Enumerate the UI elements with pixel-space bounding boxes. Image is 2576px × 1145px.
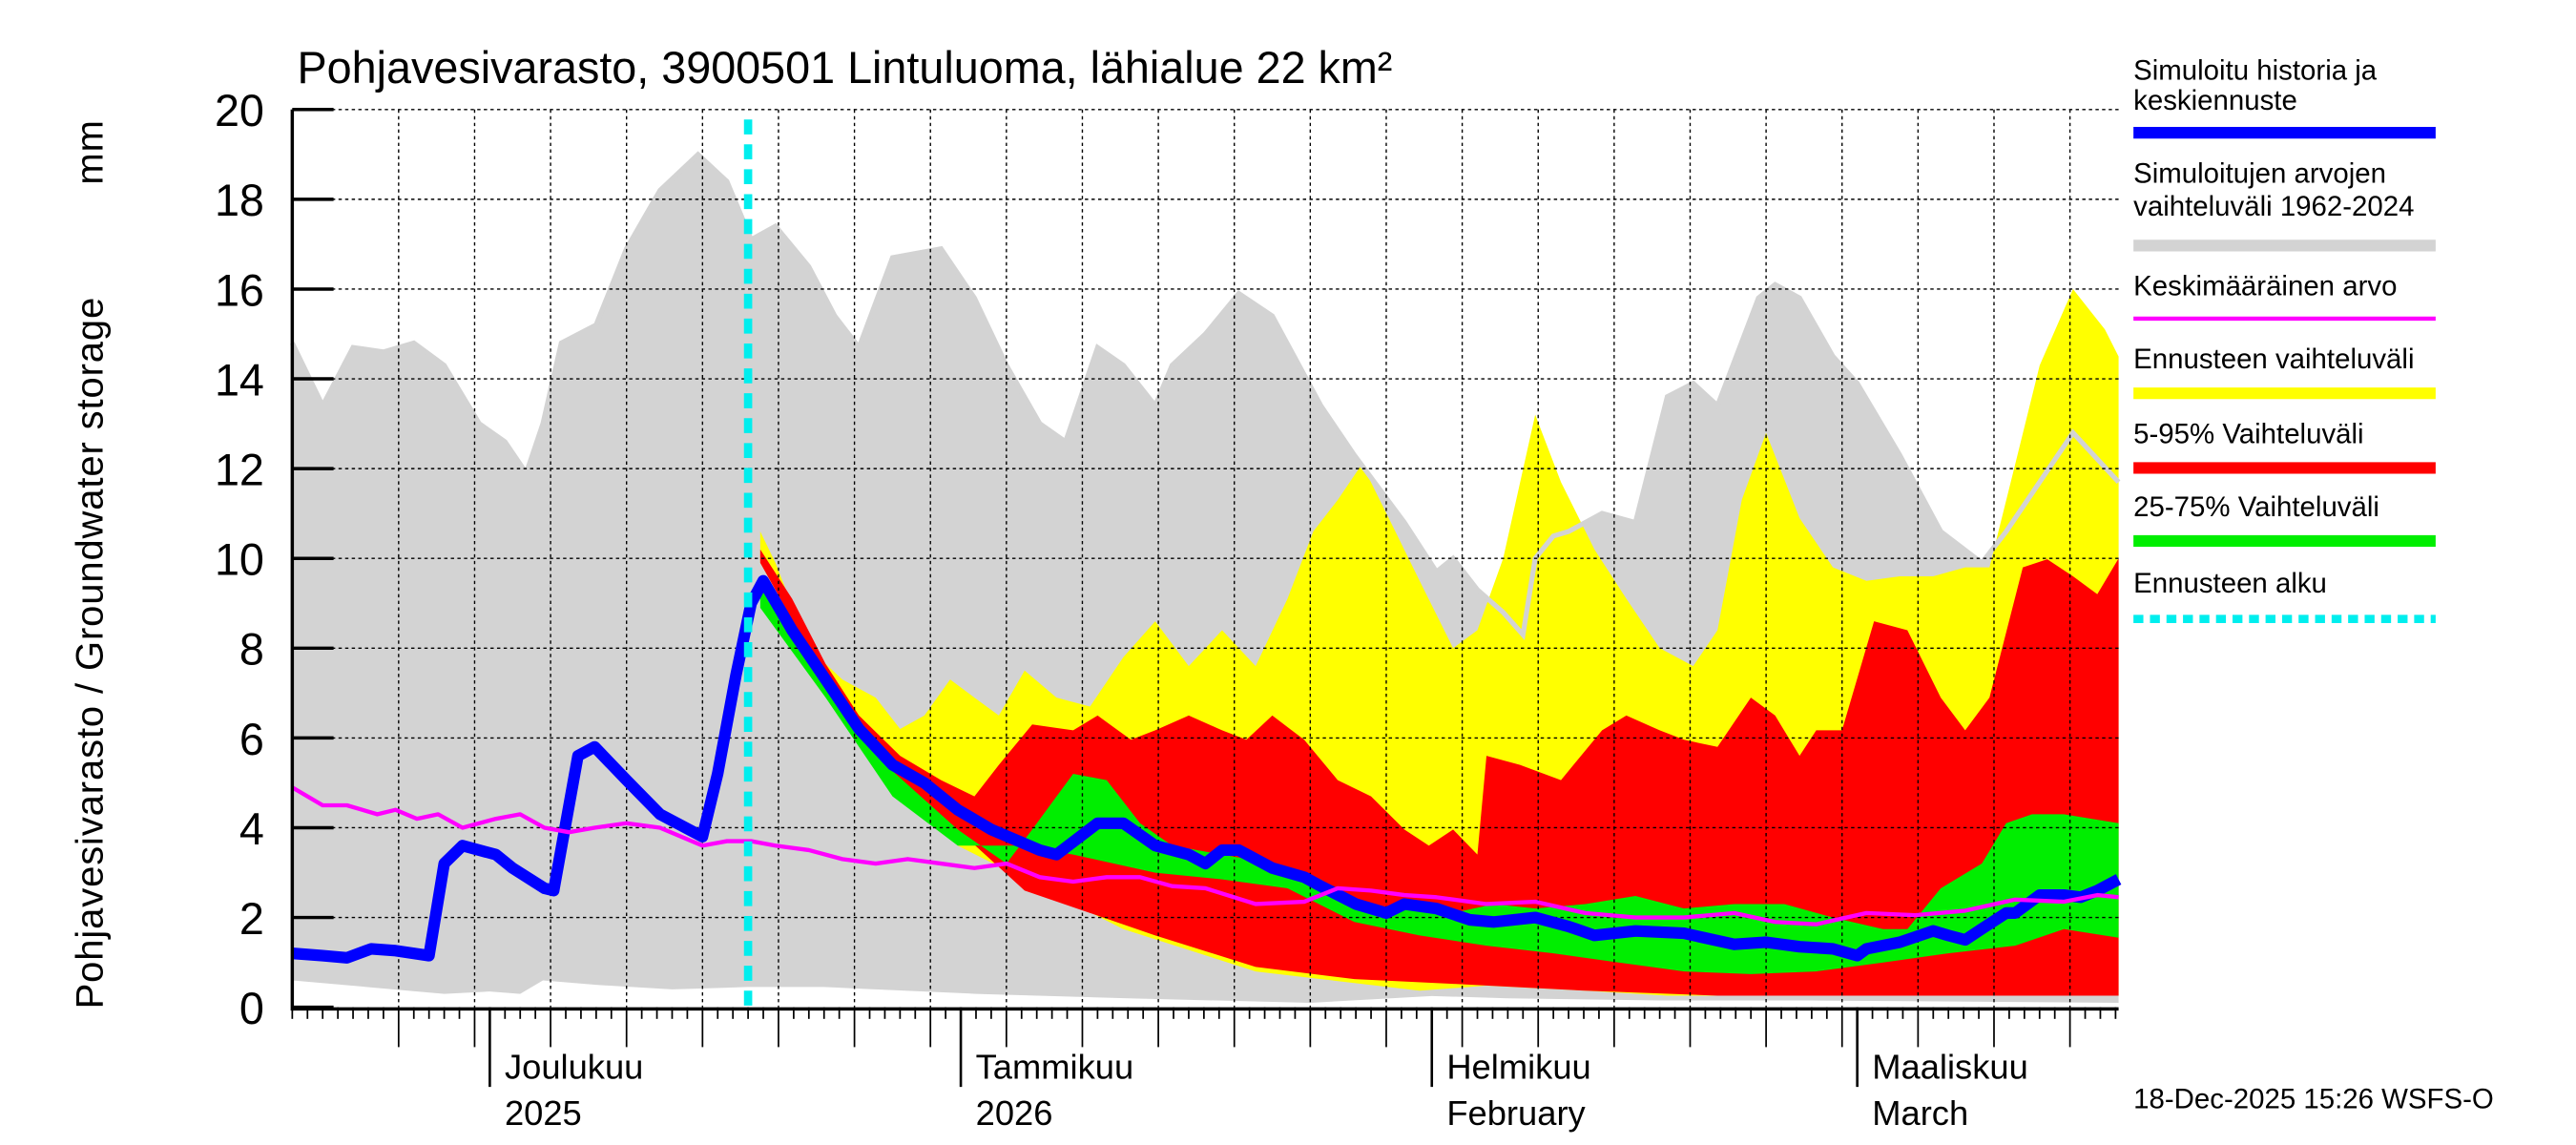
y-tick-label: 2 bbox=[239, 894, 264, 944]
legend-label-red: 5-95% Vaihteluväli bbox=[2133, 418, 2363, 449]
timestamp: 18-Dec-2025 15:26 WSFS-O bbox=[2133, 1084, 2494, 1115]
plot-area bbox=[290, 109, 2122, 1008]
legend-label-magenta: Keskimääräinen arvo bbox=[2133, 271, 2397, 302]
chart-title: Pohjavesivarasto, 3900501 Lintuluoma, lä… bbox=[298, 43, 1393, 93]
legend-label-green: 25-75% Vaihteluväli bbox=[2133, 491, 2379, 523]
month-label: Joulukuu bbox=[505, 1047, 643, 1086]
month-label: Maaliskuu bbox=[1872, 1047, 2028, 1086]
legend-label-blue-line2: keskiennuste bbox=[2133, 85, 2297, 116]
year-label: 2025 bbox=[505, 1093, 582, 1133]
y-tick-label: 20 bbox=[215, 86, 264, 135]
month-label: Tammikuu bbox=[976, 1047, 1134, 1086]
y-tick-label: 18 bbox=[215, 176, 264, 225]
year-label: 2026 bbox=[976, 1093, 1053, 1133]
y-tick-label: 8 bbox=[239, 625, 264, 675]
blue-series-line bbox=[291, 574, 2122, 964]
red-band bbox=[759, 549, 2119, 996]
y-tick-label: 14 bbox=[215, 355, 264, 405]
legend-label-blue: Simuloitu historia ja bbox=[2133, 54, 2378, 86]
magenta-series-line bbox=[291, 785, 2119, 926]
axes: 0 2 4 6 8 10 12 14 16 18 20 Joulukuu 2025 Tammikuu 202… bbox=[215, 86, 2119, 1133]
y-tick-label: 16 bbox=[215, 265, 264, 315]
month-label: Helmikuu bbox=[1446, 1047, 1590, 1086]
y-tick-label: 4 bbox=[239, 804, 264, 854]
historical-max-line bbox=[290, 151, 2121, 641]
y-tick-label: 0 bbox=[239, 984, 264, 1033]
year-label: February bbox=[1446, 1093, 1586, 1133]
y-tick-label: 10 bbox=[215, 535, 264, 585]
legend-label-cyan: Ennusteen alku bbox=[2133, 568, 2327, 599]
y-tick-label: 6 bbox=[239, 715, 264, 764]
legend-label-gray: Simuloitujen arvojen bbox=[2133, 157, 2386, 189]
y-axis-label: Pohjavesivarasto / Groundwater storage bbox=[69, 297, 111, 1010]
y-axis-unit: mm bbox=[69, 119, 111, 184]
legend-label-yellow: Ennusteen vaihteluväli bbox=[2133, 344, 2414, 375]
y-tick-label: 12 bbox=[215, 445, 264, 494]
year-label: March bbox=[1872, 1093, 1968, 1133]
legend-label-gray-line2: vaihteluväli 1962-2024 bbox=[2133, 191, 2414, 222]
